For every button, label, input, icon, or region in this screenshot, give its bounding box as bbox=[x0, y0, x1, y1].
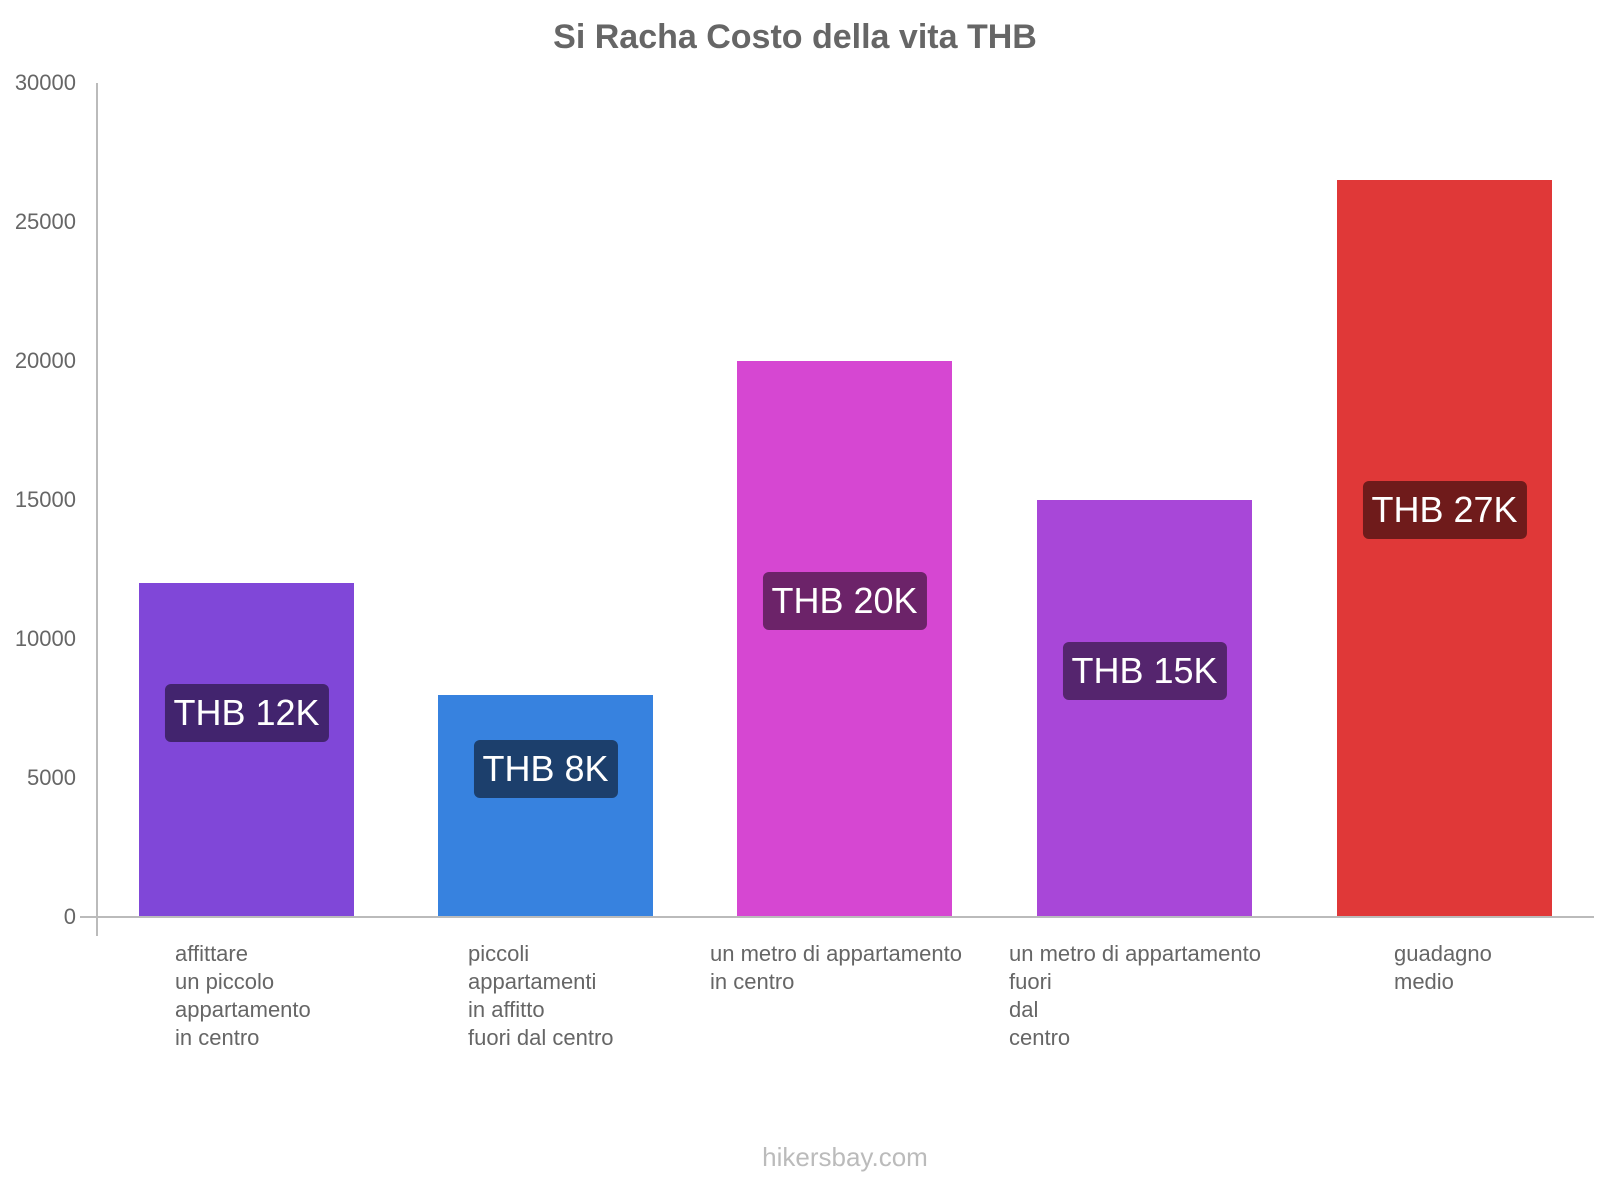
bar-value-label: THB 20K bbox=[762, 572, 927, 630]
x-label: affittare un piccolo appartamento in cen… bbox=[175, 941, 311, 1050]
bar bbox=[1037, 500, 1252, 917]
chart-title: Si Racha Costo della vita THB bbox=[553, 18, 1037, 56]
bar bbox=[139, 583, 354, 917]
bar-value-label: THB 8K bbox=[473, 740, 618, 798]
bar-value-label: THB 15K bbox=[1062, 642, 1227, 700]
bar bbox=[1337, 180, 1552, 917]
x-label: guadagno medio bbox=[1394, 941, 1492, 994]
y-tick: 25000 bbox=[14, 209, 76, 234]
y-tick: 10000 bbox=[14, 626, 76, 651]
x-label: un metro di appartamento fuori dal centr… bbox=[1009, 941, 1261, 1050]
y-tick: 5000 bbox=[27, 765, 76, 790]
y-tick: 30000 bbox=[14, 70, 76, 95]
bar bbox=[438, 694, 653, 917]
x-label: un metro di appartamento in centro bbox=[710, 941, 962, 994]
bar bbox=[737, 361, 952, 917]
x-label: piccoli appartamenti in affitto fuori da… bbox=[468, 941, 614, 1050]
y-tick: 15000 bbox=[14, 487, 76, 512]
bar-value-label: THB 12K bbox=[164, 684, 329, 742]
footer-watermark: hikersbay.com bbox=[762, 1142, 928, 1172]
y-tick: 0 bbox=[63, 904, 76, 929]
y-tick: 20000 bbox=[14, 348, 76, 373]
bar-value-label: THB 27K bbox=[1362, 481, 1527, 539]
x-axis-line bbox=[80, 916, 1594, 918]
y-axis-line bbox=[96, 83, 98, 936]
